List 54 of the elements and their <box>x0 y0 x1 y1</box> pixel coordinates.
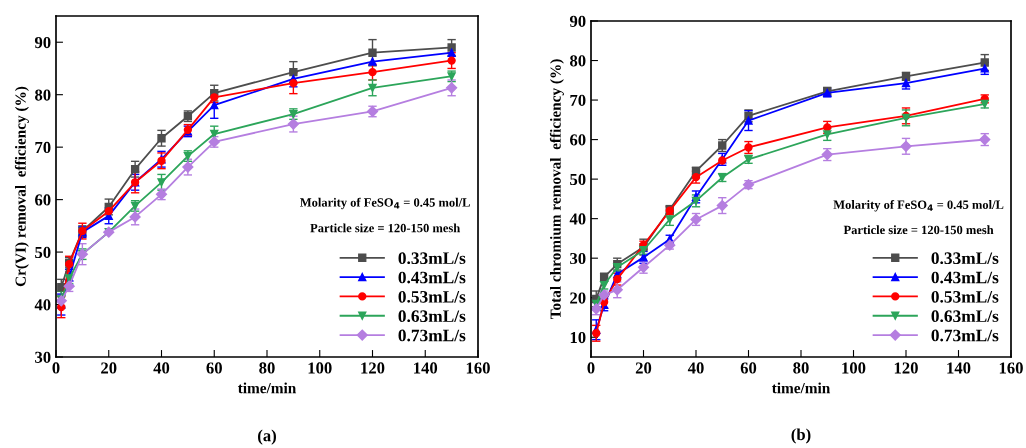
legend-label: 0.53mL/s <box>398 290 466 303</box>
x-axis-title: time/min <box>237 382 297 394</box>
legend-label: 0.63mL/s <box>931 310 999 323</box>
y-tick-label: 10 <box>570 331 586 344</box>
x-tick-label: 160 <box>466 362 490 374</box>
y-tick-label: 50 <box>35 246 51 259</box>
text: (a) <box>258 429 276 445</box>
x-tick-label: 140 <box>947 362 971 374</box>
x-tick-label: 0 <box>587 362 595 374</box>
y-tick-label: 70 <box>35 141 51 154</box>
legend-label: 0.63mL/s <box>398 310 466 323</box>
y-tick-label: 90 <box>34 36 51 49</box>
annotation: Molarity of FeSO$_{4}$ = 0.45 mol/L <box>833 199 1004 212</box>
legend-label: 0.73mL/s <box>398 329 466 342</box>
y-axis-title: Total chromium removal efficiency (%) <box>549 59 564 320</box>
x-tick-label: 80 <box>793 362 809 374</box>
x-tick-label: 60 <box>206 362 222 374</box>
x-axis-title: time/min <box>771 382 831 394</box>
x-tick-label: 40 <box>153 362 170 374</box>
y-tick-label: 70 <box>570 94 586 107</box>
x-tick-label: 20 <box>635 362 652 374</box>
annotation: Particle size = 120-150 mesh <box>310 223 461 233</box>
legend-label: 0.53mL/s <box>931 290 999 303</box>
y-tick-label: 40 <box>34 299 51 311</box>
legend-label: 0.43mL/s <box>931 271 999 284</box>
y-axis-title: Cr(VI) removal efficiency (%) <box>14 86 29 287</box>
y-tick-label: 50 <box>570 173 586 186</box>
annotation: Molarity of FeSO$_{4}$ = 0.45 mol/L <box>300 197 470 210</box>
x-tick-label: 140 <box>414 362 438 374</box>
y-tick-label: 30 <box>35 351 51 363</box>
legend-label: 0.33mL/s <box>398 252 466 265</box>
annotation: Particle size = 120-150 mesh <box>843 225 994 235</box>
y-tick-label: 30 <box>570 252 586 265</box>
x-tick-label: 0 <box>52 362 60 374</box>
y-tick-label: 80 <box>35 89 51 101</box>
x-tick-label: 100 <box>308 362 332 374</box>
legend-label: 0.43mL/s <box>398 271 466 284</box>
y-tick-label: 60 <box>35 194 51 206</box>
legend-label: 0.33mL/s <box>931 252 999 265</box>
x-tick-label: 40 <box>687 362 704 374</box>
text: (b) <box>791 428 811 444</box>
y-tick-label: 60 <box>570 134 586 146</box>
y-tick-label: 90 <box>569 15 586 27</box>
x-tick-label: 120 <box>361 362 385 374</box>
x-tick-label: 100 <box>842 362 866 374</box>
legend-label: 0.73mL/s <box>931 329 999 342</box>
y-tick-label: 80 <box>570 55 586 67</box>
x-tick-label: 60 <box>740 362 757 374</box>
x-tick-label: 80 <box>259 362 275 374</box>
y-tick-label: 20 <box>570 292 586 304</box>
x-tick-label: 20 <box>101 362 117 374</box>
x-tick-label: 120 <box>894 362 918 374</box>
y-tick-label: 40 <box>569 213 586 225</box>
x-tick-label: 160 <box>999 362 1023 374</box>
